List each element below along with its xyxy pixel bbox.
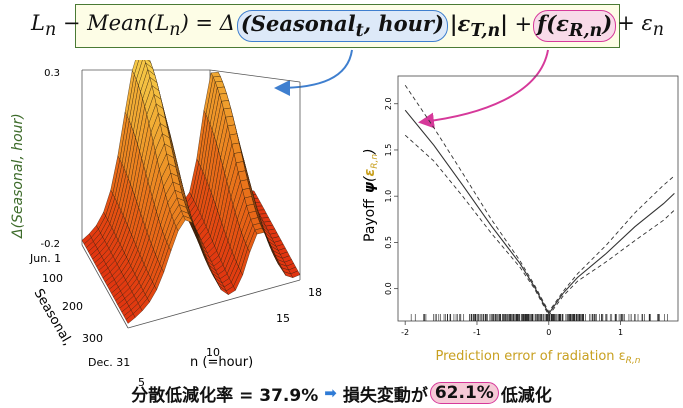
- seasonal-tick-label: 200: [62, 300, 83, 313]
- hour-axis-label: n (=hour): [190, 355, 253, 370]
- y-axis-ticks: 0.0 0.5 1.0 1.5 2.0: [384, 97, 398, 295]
- hour-axis: 5 10 15 18 n (=hour): [138, 286, 322, 389]
- reduction-suffix: 低減化: [500, 385, 552, 406]
- x-tick-label: -2: [401, 328, 409, 337]
- x-axis-ticks: -2 -1 0 1: [401, 321, 623, 337]
- y-tick-label: 2.0: [384, 97, 393, 110]
- y-tick-label: 0.5: [384, 236, 393, 249]
- y-tick-label: 1.5: [384, 144, 393, 157]
- surface-mesh: [81, 60, 301, 324]
- plot-frame: [397, 75, 679, 322]
- estimate-line: [404, 109, 675, 315]
- formula-banner: Ln − Mean(Ln) = Δ (Seasonalt, hour) |εT,…: [31, 4, 664, 48]
- seasonal-tick-label: Jun. 1: [29, 252, 61, 265]
- z-axis-label: Δ(Seasonal, hour): [10, 113, 26, 239]
- payoff-chart: 0.0 0.5 1.0 1.5 2.0 -2 -1 0 1 Payoffψ(εR,n) Pre…: [362, 75, 679, 366]
- loss-variation-text: 損失変動が: [342, 385, 428, 406]
- formula-lhs: Ln − Mean(Ln) = Δ: [30, 11, 235, 41]
- seasonal-tick-label: Dec. 31: [88, 356, 130, 369]
- hour-tick-label: 10: [206, 346, 220, 359]
- z-axis: 0.3 -0.2 Δ(Seasonal, hour): [10, 68, 60, 250]
- variance-reduction-text: 分散低減化率 = 37.9%: [131, 385, 319, 406]
- y-tick-label: 1.0: [384, 190, 393, 203]
- hour-tick-label: 18: [308, 286, 322, 299]
- surface-plot: 0.3 -0.2 Δ(Seasonal, hour) Jun. 1 100 20…: [10, 60, 322, 389]
- hour-tick-label: 5: [138, 376, 145, 389]
- confidence-band-line: [404, 134, 675, 317]
- z-tick-label: -0.2: [40, 239, 60, 250]
- x-tick-label: -1: [473, 328, 481, 337]
- surface-facet: [125, 313, 136, 324]
- x-tick-label: 1: [618, 328, 623, 337]
- formula-abs-term: |εT,n| +: [449, 10, 533, 42]
- seasonal-tick-label: 100: [42, 272, 63, 285]
- formula-tail: + εn: [617, 11, 665, 41]
- y-axis-label: Payoffψ(εR,n): [362, 148, 380, 242]
- y-tick-label: 0.0: [384, 282, 393, 295]
- x-axis-label: Prediction error of radiation εR,n: [435, 349, 640, 366]
- z-tick-label: 0.3: [44, 68, 60, 79]
- hour-tick-label: 15: [276, 312, 290, 325]
- series-lines: [404, 84, 675, 317]
- summary-line: 分散低減化率 = 37.9% ➡ 損失変動が 62.1% 低減化: [0, 380, 683, 406]
- right-arrow-icon: ➡: [324, 384, 337, 402]
- reduction-percentage: 62.1%: [429, 382, 499, 404]
- formula-seasonal-term: (Seasonalt, hour): [236, 9, 448, 43]
- seasonal-tick-label: 300: [82, 332, 103, 345]
- rug-marks: [410, 314, 668, 321]
- seasonal-axis-label: Seasonal,: [31, 287, 75, 349]
- confidence-band-line: [404, 84, 675, 313]
- formula-f-term: f(εR,n): [533, 9, 617, 43]
- x-tick-label: 0: [546, 328, 551, 337]
